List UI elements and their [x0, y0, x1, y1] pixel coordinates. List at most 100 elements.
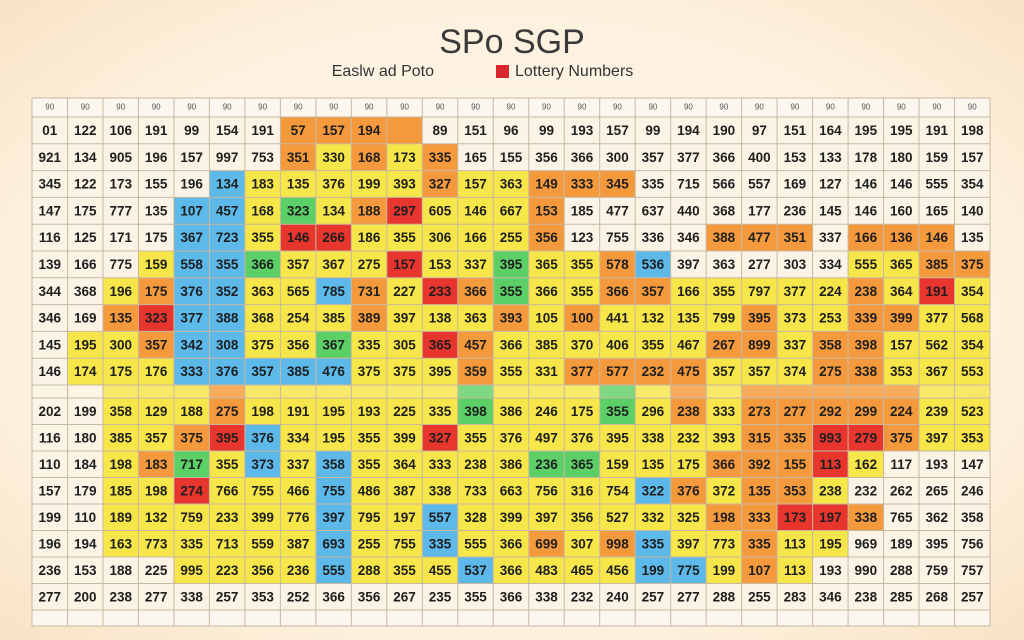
cell-number: 357 — [287, 257, 310, 272]
cell — [812, 143, 849, 171]
cell-number: 366 — [713, 457, 736, 472]
cell — [528, 398, 565, 425]
cell — [457, 583, 494, 610]
cell — [315, 170, 352, 198]
cell-number: 257 — [216, 589, 239, 604]
cell — [635, 358, 671, 385]
cell — [599, 557, 636, 584]
cell-number: 358 — [322, 457, 345, 472]
cell-number: 375 — [890, 430, 913, 445]
cell-number: 465 — [571, 563, 594, 578]
header-label: 90 — [116, 103, 125, 112]
cell — [741, 197, 778, 225]
cell — [954, 117, 990, 144]
cell — [848, 583, 884, 610]
cell-number: 377 — [677, 150, 700, 165]
cell — [812, 424, 849, 451]
cell — [741, 477, 778, 504]
cell-number: 372 — [713, 483, 736, 498]
cell-number: 766 — [216, 483, 239, 498]
cell — [919, 358, 955, 385]
cell-number: 140 — [961, 203, 984, 218]
cell — [351, 504, 387, 531]
cell — [777, 170, 813, 198]
cell-number: 899 — [748, 337, 771, 352]
cell-number: 773 — [713, 536, 736, 551]
header-label: 90 — [755, 103, 764, 112]
partial-cell — [280, 385, 316, 398]
cell — [173, 530, 210, 557]
cell — [32, 424, 68, 451]
cell-number: 357 — [145, 430, 168, 445]
cell — [741, 224, 778, 251]
cell-number: 283 — [784, 589, 807, 604]
cell-number: 267 — [393, 589, 416, 604]
header-cell — [670, 98, 707, 117]
cell — [635, 331, 671, 359]
cell-number: 398 — [464, 404, 487, 419]
cell — [741, 504, 778, 531]
cell-number: 175 — [74, 203, 97, 218]
cell — [954, 251, 990, 278]
cell-number: 257 — [961, 589, 984, 604]
cell — [954, 277, 990, 305]
cell-number: 195 — [322, 430, 345, 445]
cell-number: 305 — [393, 337, 416, 352]
cell — [244, 504, 281, 531]
cell-number: 356 — [287, 337, 310, 352]
cell — [848, 224, 884, 251]
cell — [564, 477, 600, 504]
cell-number: 188 — [358, 203, 381, 218]
cell — [670, 143, 707, 171]
cell-number: 467 — [677, 337, 700, 352]
cell-number: 759 — [926, 563, 949, 578]
cell-number: 134 — [216, 177, 239, 192]
cell — [635, 504, 671, 531]
cell — [386, 251, 423, 278]
cell-number: 355 — [393, 563, 416, 578]
cell-number: 365 — [571, 457, 594, 472]
cell-number: 136 — [890, 230, 913, 245]
cell-number: 145 — [819, 203, 842, 218]
cell-number: 557 — [748, 177, 771, 192]
header-label: 90 — [684, 103, 693, 112]
cell-number: 395 — [429, 364, 452, 379]
cell — [280, 117, 316, 144]
cell-number: 375 — [251, 337, 274, 352]
cell — [919, 117, 955, 144]
cell — [564, 398, 600, 425]
cell — [422, 477, 458, 504]
cell — [280, 331, 316, 359]
cell — [244, 530, 281, 557]
title: SPo SGP — [439, 23, 585, 61]
cell-number: 755 — [251, 483, 274, 498]
cell — [422, 170, 458, 198]
cell — [741, 251, 778, 278]
cell — [32, 117, 68, 144]
cell — [493, 277, 529, 305]
cell-number: 357 — [748, 364, 771, 379]
cell-number: 01 — [42, 123, 58, 138]
cell-number: 759 — [180, 510, 203, 525]
cell — [670, 251, 707, 278]
cell — [209, 477, 245, 504]
cell-number: 288 — [358, 563, 381, 578]
cell — [138, 557, 174, 584]
cell-number: 699 — [535, 536, 558, 551]
cell — [777, 251, 813, 278]
header-label: 90 — [542, 103, 551, 112]
cell — [812, 304, 849, 332]
cell-number: 127 — [819, 177, 842, 192]
cell-number: 225 — [393, 404, 416, 419]
cell — [138, 197, 174, 225]
cell — [138, 451, 174, 478]
cell-number: 157 — [464, 177, 487, 192]
cell — [209, 197, 245, 225]
cell — [244, 304, 281, 332]
partial-cell — [32, 385, 68, 398]
cell — [102, 331, 139, 359]
cell — [812, 117, 849, 144]
cell — [280, 197, 316, 225]
cell-number: 105 — [535, 311, 558, 326]
cell — [599, 331, 636, 359]
